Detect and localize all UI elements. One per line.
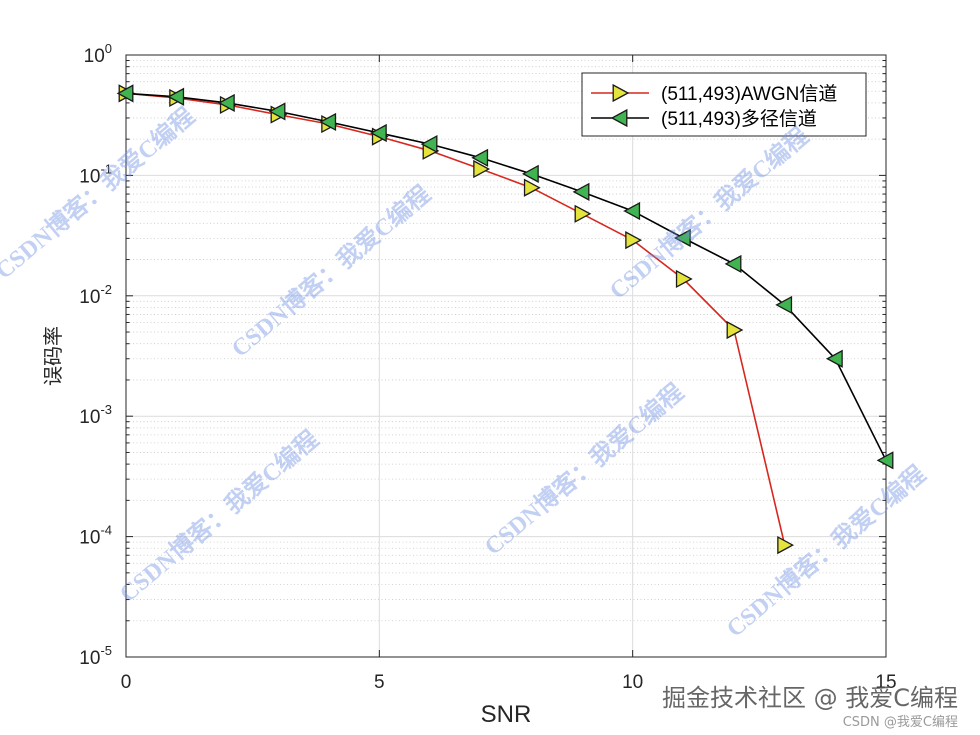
legend-marker-sample (610, 108, 628, 128)
y-tick-label-exponent: -4 (100, 523, 112, 538)
series-2-point (876, 451, 894, 470)
series-2-point (167, 87, 185, 106)
x-tick-label: 0 (121, 672, 132, 693)
series-2-point (268, 102, 286, 121)
footer-watermark-csdn: CSDN @我爱C编程 (843, 715, 958, 730)
series-2-point (521, 164, 539, 183)
series-1 (118, 84, 795, 555)
series-2-point (724, 254, 742, 274)
y-tick-label-exponent: -1 (100, 161, 112, 176)
y-tick-label-base: 10 (84, 46, 105, 67)
legend-entry-awgn: (511,493)AWGN信道 (591, 83, 837, 105)
y-axis-label: 误码率 (41, 326, 65, 386)
series-2-point (825, 349, 843, 368)
x-tick-labels: 0 5 10 15 (121, 672, 897, 693)
y-tick-label-base: 10 (79, 287, 100, 308)
series-1-point (777, 536, 795, 555)
y-tick-label: 10-3 (79, 402, 112, 428)
y-tick-label: 10-2 (79, 282, 112, 308)
series-2-point (217, 93, 235, 113)
y-tick-label: 100 (84, 41, 112, 67)
series-1-point (523, 178, 541, 197)
x-axis-label: SNR (481, 701, 532, 728)
y-tick-label-base: 10 (79, 166, 100, 187)
series-1-point (625, 231, 643, 250)
series-2-point (572, 182, 590, 201)
y-tick-label-exponent: -5 (100, 643, 112, 658)
footer-watermark-juejin: 掘金技术社区 @ 我爱C编程 (662, 684, 958, 712)
series-1-point (726, 320, 744, 340)
y-tick-label-exponent: 0 (105, 41, 112, 56)
series-2 (116, 84, 894, 470)
y-tick-label-exponent: -2 (100, 282, 112, 297)
axes-box (125, 54, 887, 658)
legend-box (581, 72, 867, 137)
legend-label: (511,493)多径信道 (661, 108, 817, 130)
y-tick-label: 10-1 (79, 161, 112, 187)
series-2-point (623, 201, 641, 221)
series-1-line (125, 92, 786, 546)
legend: (511,493)AWGN信道 (511,493)多径信道 (581, 72, 867, 137)
legend-marker-sample (612, 83, 630, 103)
x-tick-label: 10 (622, 672, 643, 693)
y-tick-label: 10-4 (79, 523, 112, 549)
axis-ticks (125, 54, 887, 658)
plot-area (126, 55, 886, 657)
legend-entry-multipath: (511,493)多径信道 (591, 108, 817, 130)
series-1-point (473, 159, 491, 179)
series-2-point (319, 112, 337, 132)
series-1-point (574, 204, 592, 223)
y-tick-label-base: 10 (79, 648, 100, 669)
series-2-point (673, 228, 691, 248)
series-2-line (125, 92, 887, 461)
x-tick-label: 15 (875, 672, 896, 693)
series-2-point (471, 148, 489, 167)
series-2-point (369, 123, 387, 143)
series-2-point (775, 295, 793, 315)
x-tick-label: 5 (374, 672, 385, 693)
series-2-point (420, 134, 438, 154)
y-tick-label: 10-5 (79, 643, 112, 669)
series-2-point (116, 84, 134, 103)
y-tick-label-base: 10 (79, 407, 100, 428)
series-layer (116, 84, 894, 555)
legend-label: (511,493)AWGN信道 (661, 83, 837, 105)
y-tick-label-exponent: -3 (100, 402, 112, 417)
series-1-point (675, 269, 693, 289)
y-tick-label-base: 10 (79, 528, 100, 549)
